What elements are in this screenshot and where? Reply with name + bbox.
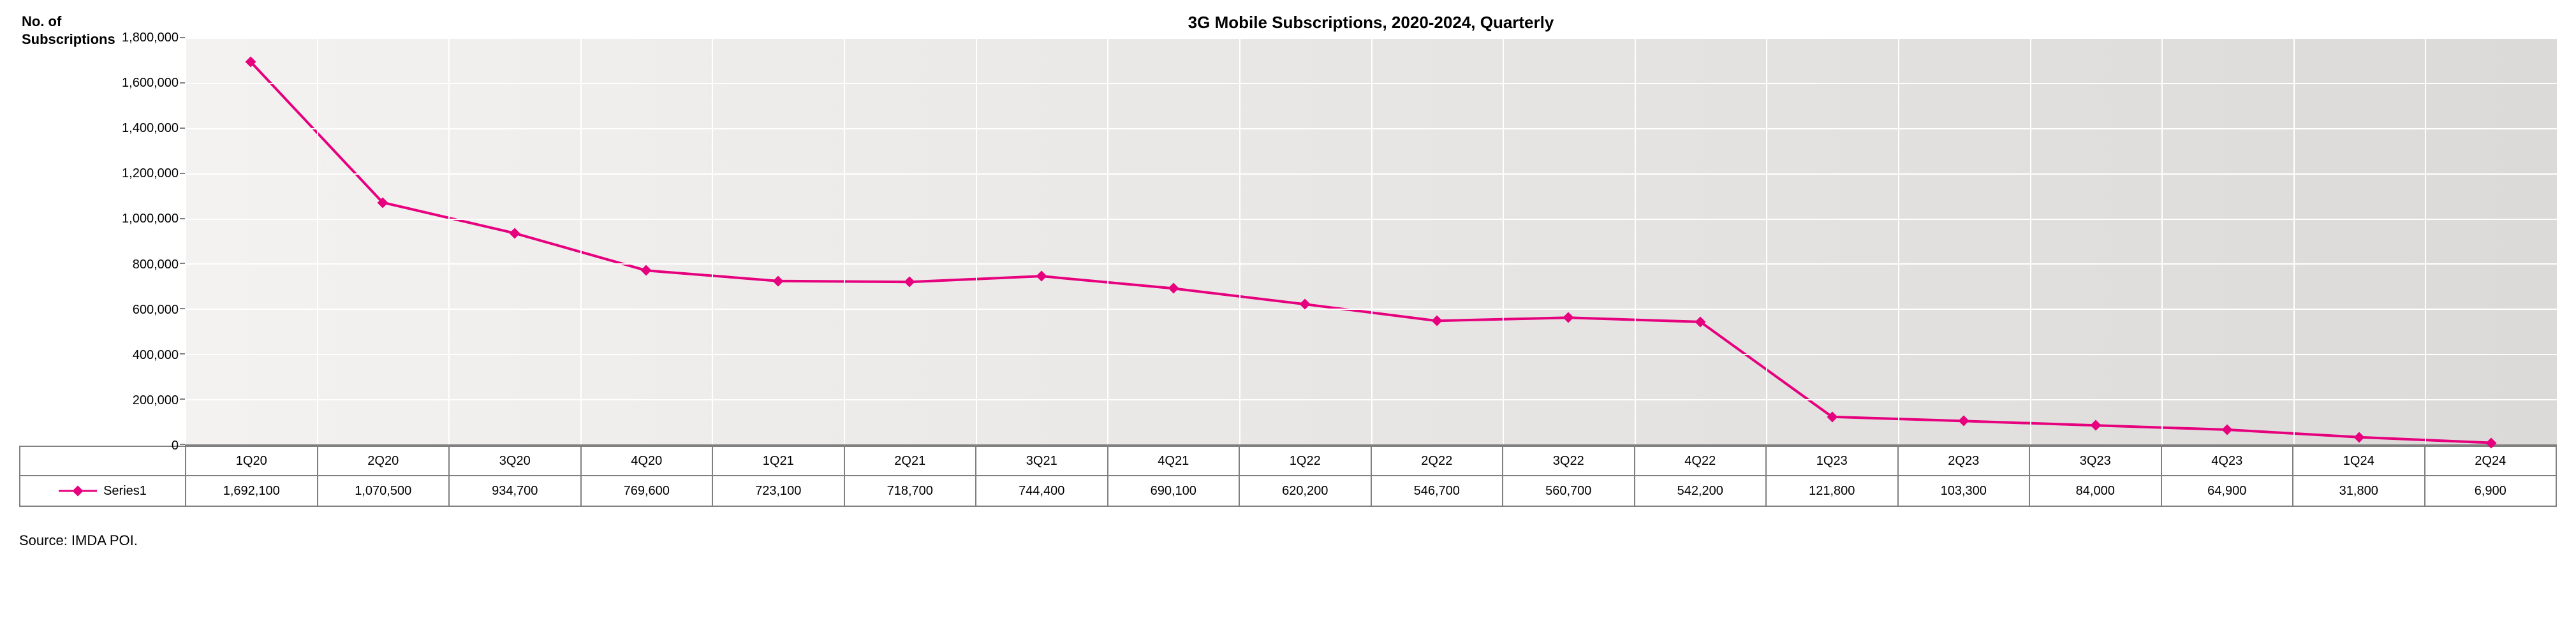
value-cell: 6,900 xyxy=(2425,476,2558,507)
legend-swatch xyxy=(59,485,97,497)
series-legend-cell: Series1 xyxy=(19,476,185,507)
table-corner-blank xyxy=(19,446,185,476)
category-row: 1Q202Q203Q204Q201Q212Q213Q214Q211Q222Q22… xyxy=(185,446,2557,476)
value-cell: 718,700 xyxy=(845,476,977,507)
plot-row: 1,800,0001,600,0001,400,0001,200,0001,00… xyxy=(19,38,2557,446)
chart-container: No. of Subscriptions 3G Mobile Subscript… xyxy=(19,13,2557,549)
value-cell: 1,070,500 xyxy=(318,476,450,507)
category-cell: 1Q24 xyxy=(2293,446,2425,476)
category-cell: 4Q20 xyxy=(582,446,714,476)
y-axis-label: No. of Subscriptions xyxy=(22,13,115,48)
source-note: Source: IMDA POI. xyxy=(19,532,2557,549)
value-cell: 560,700 xyxy=(1503,476,1635,507)
category-cell: 4Q23 xyxy=(2162,446,2294,476)
series-name: Series1 xyxy=(103,484,147,499)
value-cell: 620,200 xyxy=(1240,476,1372,507)
category-cell: 1Q23 xyxy=(1767,446,1899,476)
category-cell: 1Q21 xyxy=(713,446,845,476)
value-cell: 723,100 xyxy=(713,476,845,507)
y-axis-label-line2: Subscriptions xyxy=(22,31,115,47)
plot-area xyxy=(185,38,2557,446)
category-cell: 2Q22 xyxy=(1372,446,1504,476)
chart-title: 3G Mobile Subscriptions, 2020-2024, Quar… xyxy=(19,13,2557,33)
category-cell: 4Q22 xyxy=(1635,446,1767,476)
category-cell: 3Q20 xyxy=(450,446,582,476)
value-cell: 84,000 xyxy=(2030,476,2162,507)
category-cell: 3Q21 xyxy=(976,446,1108,476)
data-table: Series1 1Q202Q203Q204Q201Q212Q213Q214Q21… xyxy=(19,446,2557,507)
value-cell: 769,600 xyxy=(582,476,714,507)
category-cell: 3Q22 xyxy=(1503,446,1635,476)
value-row: 1,692,1001,070,500934,700769,600723,1007… xyxy=(185,476,2557,507)
data-table-legend-col: Series1 xyxy=(19,446,185,507)
category-cell: 4Q21 xyxy=(1108,446,1240,476)
category-cell: 1Q20 xyxy=(185,446,318,476)
y-axis-ticks: 1,800,0001,600,0001,400,0001,200,0001,00… xyxy=(19,38,185,446)
y-axis-label-line1: No. of xyxy=(22,13,61,29)
category-cell: 3Q23 xyxy=(2030,446,2162,476)
data-table-body: 1Q202Q203Q204Q201Q212Q213Q214Q211Q222Q22… xyxy=(185,446,2557,507)
category-cell: 1Q22 xyxy=(1240,446,1372,476)
value-cell: 121,800 xyxy=(1767,476,1899,507)
value-cell: 31,800 xyxy=(2293,476,2425,507)
category-cell: 2Q20 xyxy=(318,446,450,476)
value-cell: 934,700 xyxy=(450,476,582,507)
value-cell: 1,692,100 xyxy=(185,476,318,507)
value-cell: 546,700 xyxy=(1372,476,1504,507)
value-cell: 744,400 xyxy=(976,476,1108,507)
value-cell: 690,100 xyxy=(1108,476,1240,507)
category-cell: 2Q24 xyxy=(2425,446,2558,476)
value-cell: 103,300 xyxy=(1899,476,2031,507)
value-cell: 64,900 xyxy=(2162,476,2294,507)
category-cell: 2Q23 xyxy=(1899,446,2031,476)
value-cell: 542,200 xyxy=(1635,476,1767,507)
category-cell: 2Q21 xyxy=(845,446,977,476)
